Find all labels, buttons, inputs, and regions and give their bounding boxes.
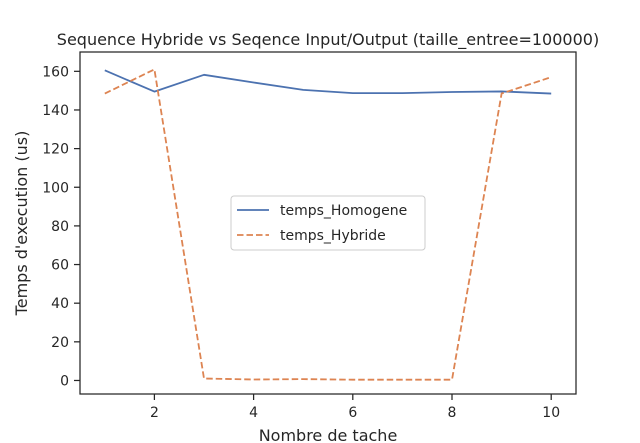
series-line-temps-hybride xyxy=(104,68,552,381)
x-tick-label: 10 xyxy=(542,405,560,421)
y-tick-label: 40 xyxy=(51,296,69,312)
x-tick-label: 8 xyxy=(448,405,457,421)
x-axis-label: Nombre de tache xyxy=(259,426,398,443)
legend-label: temps_Homogene xyxy=(280,203,407,219)
x-tick-label: 2 xyxy=(150,405,159,421)
y-tick-label: 100 xyxy=(42,180,69,196)
axes-frame xyxy=(79,51,577,395)
y-tick-label: 140 xyxy=(42,103,69,119)
series-line-temps-homogene xyxy=(104,69,552,95)
legend-label: temps_Hybride xyxy=(280,228,386,244)
legend: temps_Homogene temps_Hybride xyxy=(230,195,426,251)
y-tick-label: 60 xyxy=(51,258,69,274)
y-axis-label: Temps d'execution (us) xyxy=(12,131,31,317)
legend-box xyxy=(230,195,426,251)
y-tick-label: 160 xyxy=(42,64,69,80)
y-tick-label: 120 xyxy=(42,142,69,158)
y-tick-label: 80 xyxy=(51,219,69,235)
x-tick-label: 6 xyxy=(348,405,357,421)
plot-area xyxy=(104,68,552,381)
chart-title: Sequence Hybride vs Seqence Input/Output… xyxy=(57,30,599,50)
y-tick-label: 20 xyxy=(51,335,69,351)
y-tick-label: 0 xyxy=(60,373,69,389)
x-tick-label: 4 xyxy=(249,405,258,421)
